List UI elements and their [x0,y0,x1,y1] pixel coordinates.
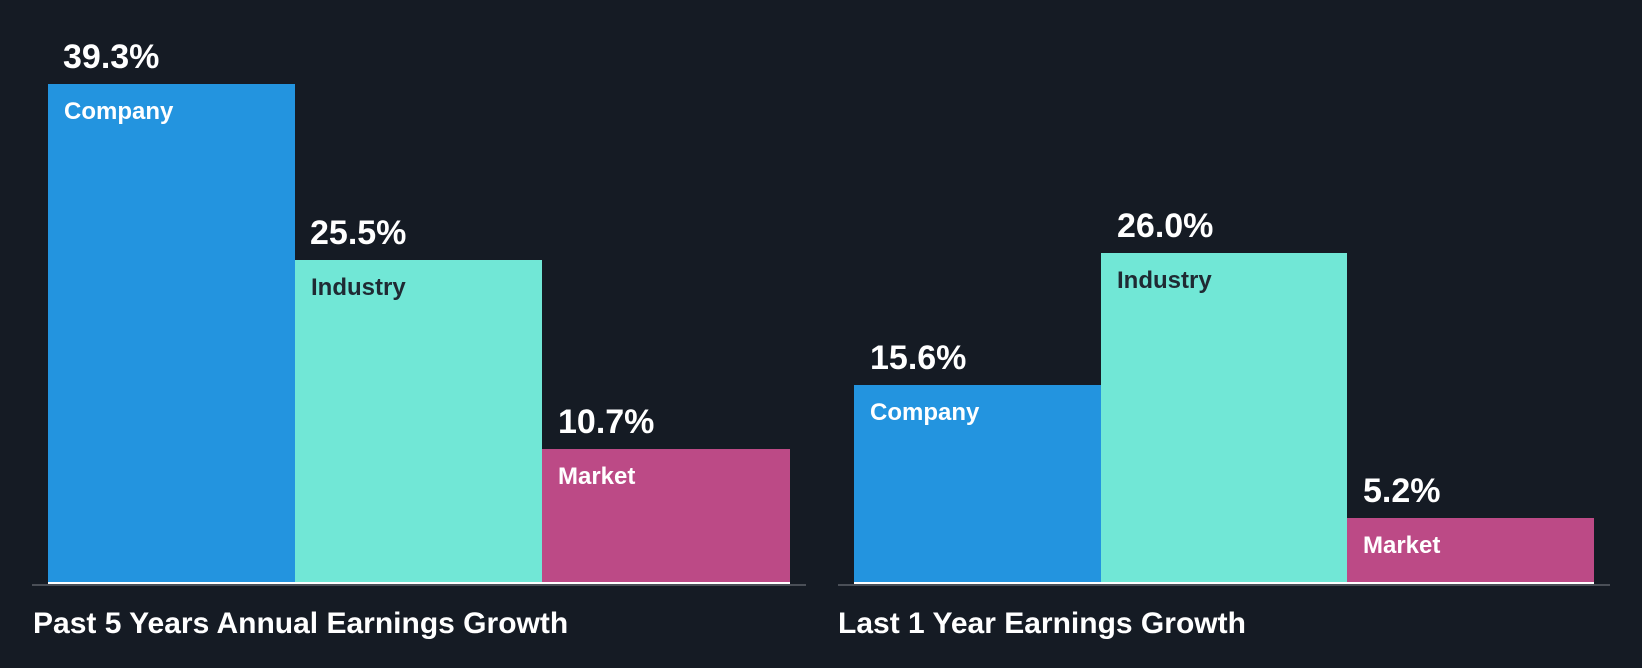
value-label-market: 5.2% [1363,472,1441,510]
bar-label-company: Company [64,98,174,125]
bar-company: Company [48,84,295,582]
chart-title: Past 5 Years Annual Earnings Growth [33,607,569,640]
baseline [48,582,790,584]
baseline [854,582,1594,584]
chart-title: Last 1 Year Earnings Growth [838,607,1246,640]
value-label-market: 10.7% [558,403,655,441]
bar-label-industry: Industry [311,274,406,301]
bar-industry: Industry [1101,253,1347,582]
bar-market: Market [542,449,790,582]
value-label-industry: 25.5% [310,214,407,252]
x-axis-line [32,584,806,586]
bar-label-company: Company [870,399,980,426]
value-label-company: 39.3% [63,38,160,76]
bar-company: Company [854,385,1101,582]
value-label-industry: 26.0% [1117,207,1214,245]
x-axis-line [838,584,1610,586]
bar-market: Market [1347,518,1594,582]
bar-label-market: Market [558,463,636,490]
chart-past-5-years: Company 39.3% Industry 25.5% Market 10.7… [32,38,806,640]
bar-label-industry: Industry [1117,267,1212,294]
value-label-company: 15.6% [870,339,967,377]
bar-label-market: Market [1363,532,1441,559]
bar-industry: Industry [295,260,542,582]
